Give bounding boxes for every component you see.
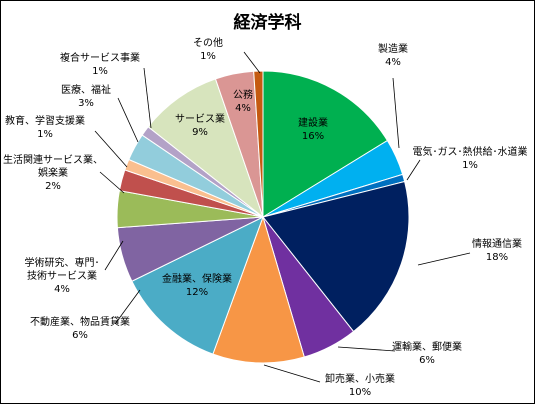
leader-line <box>337 346 396 352</box>
leader-line <box>114 289 141 325</box>
slice-label: 教育、学習支援業 1% <box>5 114 85 140</box>
slice-label: 金融業、保険業 12% <box>162 272 232 298</box>
leader-line <box>243 51 261 74</box>
slice-label: 運輸業、郵便業 6% <box>392 340 462 366</box>
slice-label: 電気･ガス･熱供給･水道業 1% <box>413 145 528 171</box>
leader-line <box>406 159 421 181</box>
slice-label: 複合サービス事業 1% <box>60 51 140 77</box>
pie-slice <box>147 78 265 219</box>
slice-label: 卸売業、小売業 10% <box>325 372 395 398</box>
slice-label: 学術研究、専門･技術サービス業 4% <box>25 256 100 295</box>
pie-slice <box>212 215 305 364</box>
pie-slice <box>262 70 389 218</box>
leader-line <box>94 130 128 168</box>
leader-line <box>417 252 471 266</box>
slice-label: 医療、福祉 3% <box>61 83 111 109</box>
pie-slice <box>262 180 410 333</box>
leader-line <box>117 97 139 143</box>
leader-line <box>143 67 152 129</box>
slice-label: 生活関連サービス業、娯楽業 2% <box>3 153 103 192</box>
slice-label: 不動産業、物品賃貸業 6% <box>30 315 130 341</box>
slice-label: 情報通信業 18% <box>472 237 522 263</box>
leader-line <box>104 240 124 271</box>
slice-label: サービス業 9% <box>175 112 225 138</box>
leader-line <box>392 77 400 149</box>
pie-slice <box>131 216 264 355</box>
leader-line <box>99 171 125 194</box>
chart-title: 経済学科 <box>233 13 302 33</box>
slice-label: 製造業 4% <box>378 42 408 68</box>
slice-label: 建設業 16% <box>298 116 328 142</box>
slice-label: その他 1% <box>193 36 223 62</box>
slice-label: 公務 4% <box>233 88 253 114</box>
leader-line <box>263 364 321 383</box>
